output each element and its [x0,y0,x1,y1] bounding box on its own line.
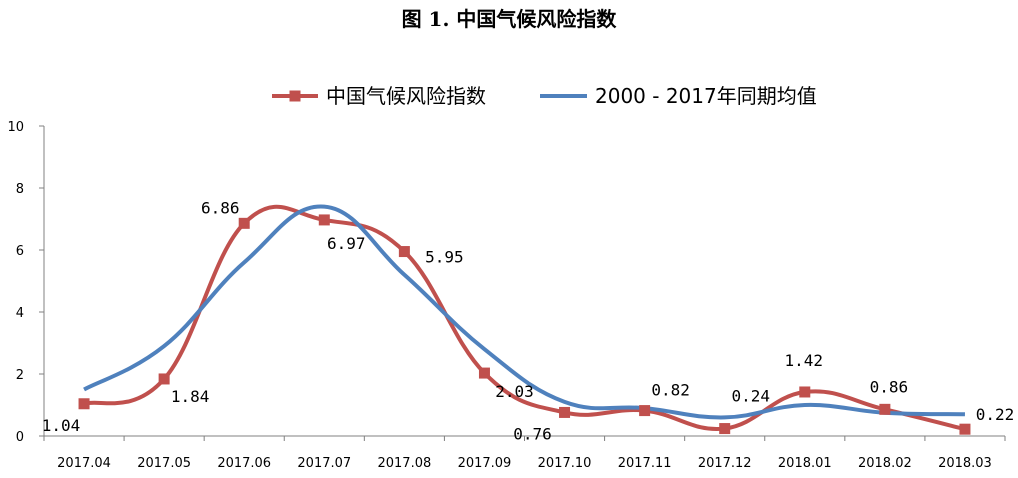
x-tick-label: 2017.09 [458,456,512,471]
y-tick-label: 2 [16,368,24,383]
data-label: 0.86 [870,377,909,396]
data-labels: 1.04 1.84 6.86 6.97 5.95 2.03 0.76 0.82 0.24 1.42… [42,198,1014,443]
data-point-marker [719,423,731,435]
x-tick-label: 2017.04 [57,456,111,471]
series-layer [78,204,971,435]
chart-title: 图 1. 中国气候风险指数 [402,7,618,31]
x-tick-label: 2018.01 [778,456,832,471]
x-tick-label: 2017.06 [217,456,271,471]
x-tick-label: 2017.11 [618,456,672,471]
x-tick-label: 2017.05 [137,456,191,471]
x-tick-label: 2017.07 [297,456,351,471]
data-point-marker [959,423,971,435]
data-label: 0.22 [976,405,1015,424]
data-label: 1.84 [171,387,210,406]
data-label: 5.95 [425,248,464,267]
y-tick-label: 8 [16,182,24,197]
data-point-marker [879,403,891,415]
data-point-marker [318,214,330,226]
data-point-marker [238,217,250,229]
data-label: 6.86 [201,198,240,217]
legend-label-historical-average: 2000 - 2017年同期均值 [595,84,817,108]
data-label: 1.04 [42,416,81,435]
y-tick-label: 4 [16,306,24,321]
x-tick-label: 2018.03 [938,456,992,471]
x-tick-label: 2017.08 [377,456,431,471]
data-label: 0.24 [731,387,770,406]
data-point-marker [478,367,490,379]
data-point-marker [559,406,571,418]
legend-label-climate-risk-index: 中国气候风险指数 [326,84,486,108]
data-point-marker [799,386,811,398]
data-label: 2.03 [495,382,534,401]
data-label: 0.82 [651,381,690,400]
y-tick-label: 10 [7,120,24,135]
data-point-marker [158,373,170,385]
data-point-marker [398,246,410,258]
data-point-marker [639,405,651,417]
data-label: 0.76 [513,424,552,443]
axes: 0 2 4 6 8 10 2017.04 2017.05 2017.06 2017.07 2017.… [7,120,1006,471]
legend-marker [289,90,301,102]
data-label: 6.97 [327,234,366,253]
series-line-historical-average [83,204,965,420]
x-tick-label: 2017.10 [538,456,592,471]
x-tick-label: 2018.02 [858,456,912,471]
legend: 中国气候风险指数 2000 - 2017年同期均值 [272,84,817,108]
y-tick-label: 6 [16,244,24,259]
data-point-marker [78,398,90,410]
x-tick-label: 2017.12 [698,456,752,471]
y-tick-label: 0 [16,430,24,445]
data-label: 1.42 [785,351,824,370]
